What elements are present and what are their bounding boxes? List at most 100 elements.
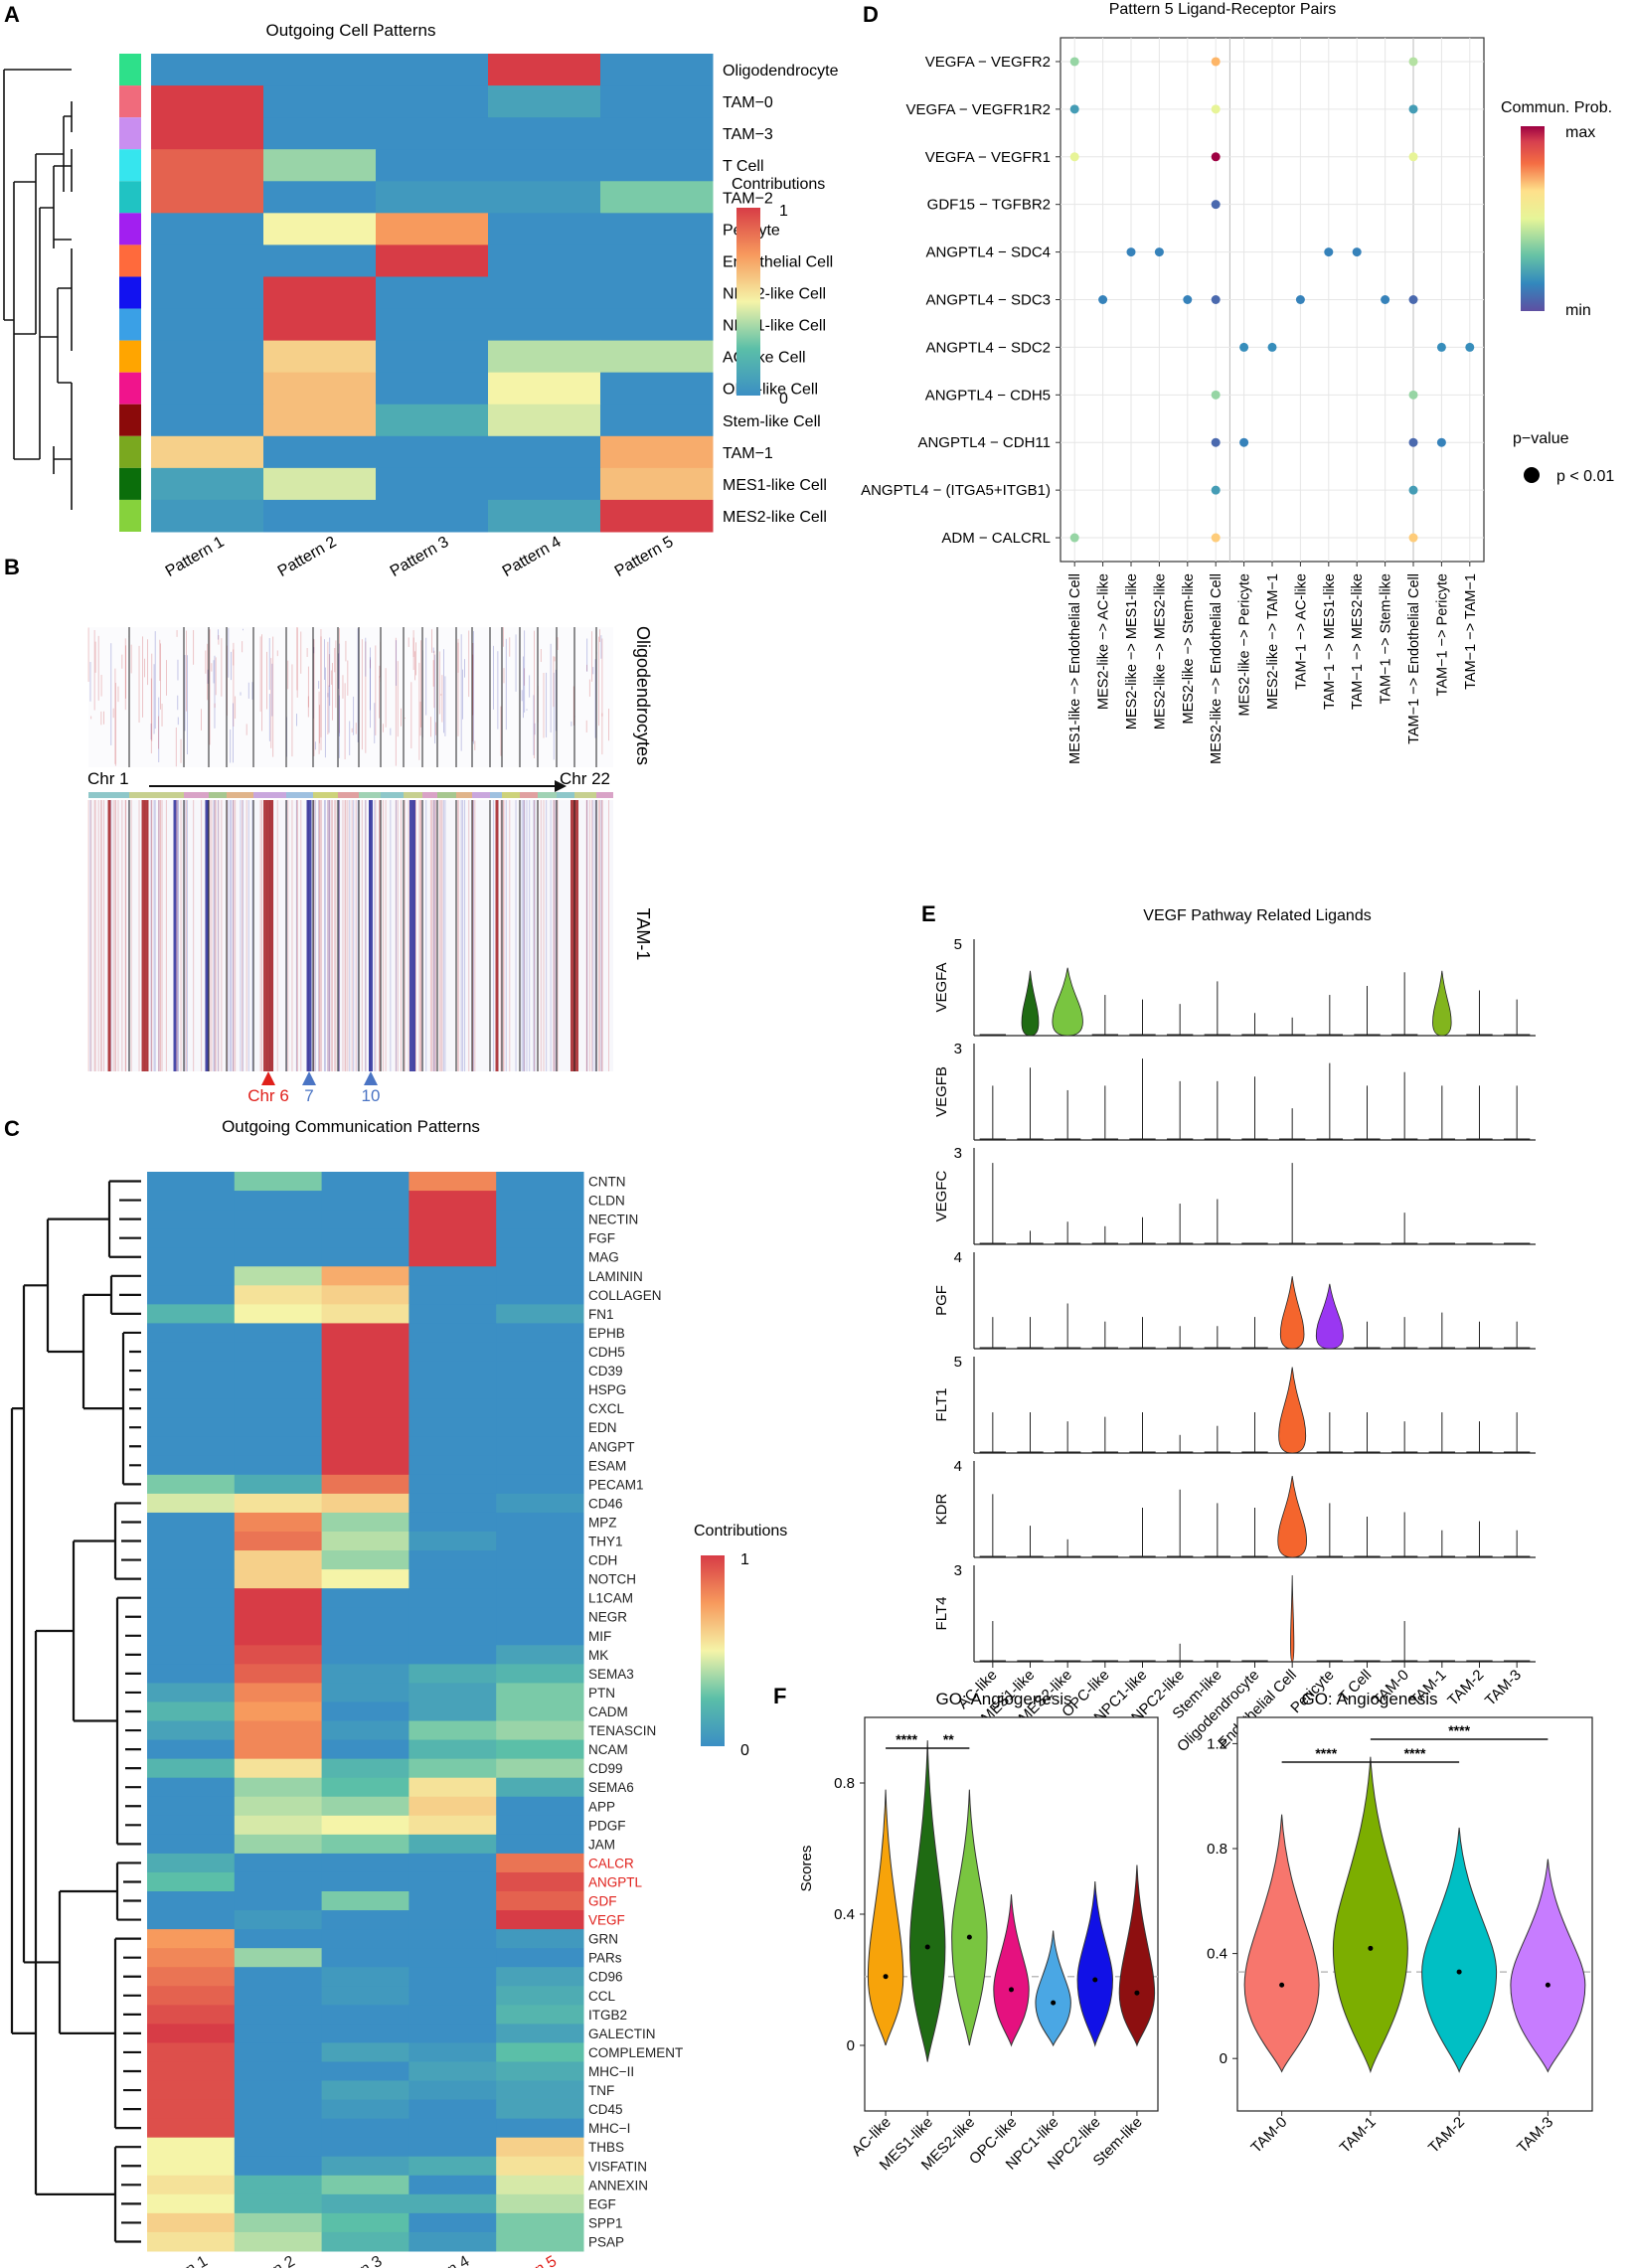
heatmap-cell [151,117,264,150]
median-dot [1456,1969,1462,1975]
median-dot [883,1974,889,1980]
heatmap-cell [234,1191,323,1211]
lr-dot [1408,533,1418,543]
y-max-label: 3 [954,1145,962,1162]
heatmap-cell [321,1834,409,1855]
panel-a-legend-gradient [736,208,760,396]
heatmap-cell [147,1758,236,1779]
row-label: VEGFA − VEGFR2 [925,54,1051,71]
heatmap-cell [408,2061,497,2082]
panel-letter-e: E [921,901,936,926]
heatmap-cell [234,1342,323,1363]
heatmap-cell [376,435,489,469]
cell-label: TAM-2 [1444,1667,1487,1709]
y-tick-label: 0 [1220,2050,1227,2067]
heatmap-cell [151,244,264,277]
column-label: MES2-like −> Pericyte [1237,573,1253,716]
column-label: Pattern 1 [163,534,228,580]
heatmap-cell [147,1871,236,1892]
gene-label: FLT1 [933,1388,950,1422]
gene-label: VEGFB [933,1066,950,1117]
heatmap-cell [600,404,714,437]
row-label: L1CAM [588,1591,633,1606]
chromosome-segment [129,792,184,798]
heatmap-cell [234,1493,323,1514]
row-label: FGF [588,1231,615,1246]
heatmap-cell [147,1986,236,2006]
heatmap-cell [496,2212,584,2233]
column-label: TAM−1 −> Endothelial Cell [1406,573,1422,744]
heatmap-cell [321,2042,409,2062]
heatmap-cell [151,372,264,405]
row-label: CD39 [588,1364,623,1378]
cell-color-swatch [119,308,141,341]
heatmap-cell [600,276,714,310]
heatmap-cell [234,1815,323,1836]
heatmap-cell [321,1853,409,1873]
heatmap-cell [321,1398,409,1419]
cell-color-swatch [119,404,141,436]
heatmap-cell [496,1588,584,1608]
panel-d: D Pattern 5 Ligand-Receptor Pairs VEGFA … [861,1,1614,764]
heatmap-cell [147,2156,236,2177]
heatmap-cell [234,1796,323,1817]
row-label: ANGPTL4 − CDH11 [917,434,1051,451]
heatmap-cell [408,1342,497,1363]
row-label: CXCL [588,1401,625,1416]
heatmap-cell [408,1172,497,1192]
significance-label: ** [943,1731,954,1747]
heatmap-cell [408,2156,497,2177]
heatmap-cell [234,2193,323,2214]
heatmap-cell [321,2118,409,2139]
row-label: ANGPTL4 − SDC2 [926,339,1051,356]
heatmap-cell [408,1910,497,1930]
heatmap-cell [496,1815,584,1836]
lr-dot [1408,485,1418,495]
heatmap-cell [321,1532,409,1551]
violin [1277,1476,1307,1558]
heatmap-cell [488,404,601,437]
heatmap-cell [496,1834,584,1855]
heatmap-cell [496,1436,584,1457]
heatmap-cell [147,2005,236,2025]
lr-dot [1436,437,1446,447]
panel-a-legend-title: Contributions [732,176,825,193]
cell-color-swatch [119,149,141,182]
heatmap-cell [321,1266,409,1286]
heatmap-cell [234,1417,323,1438]
heatmap-cell [496,1493,584,1514]
heatmap-cell [496,1532,584,1551]
row-label: ANGPTL4 − SDC4 [926,244,1051,261]
heatmap-cell [496,1739,584,1760]
heatmap-cell [147,1550,236,1570]
heatmap-cell [321,1474,409,1495]
row-label: CDH5 [588,1345,625,1360]
heatmap-cell [376,85,489,118]
chromosome-segment [253,792,286,798]
lr-dot [1126,247,1136,257]
heatmap-cell [234,1304,323,1324]
heatmap-cell [321,1512,409,1533]
row-label: NOTCH [588,1572,636,1587]
median-dot [1545,1982,1550,1988]
row-label: GRN [588,1932,618,1947]
lr-dot [1408,295,1418,304]
lr-dot [1381,295,1390,304]
x-tick-label: TAM-0 [1247,2114,1290,2157]
heatmap-cell [496,2137,584,2158]
lr-dot [1324,247,1334,257]
heatmap-cell [496,2175,584,2195]
lr-dot [1154,247,1164,257]
row-label: PECAM1 [588,1477,644,1492]
heatmap-cell [376,117,489,150]
heatmap-cell [147,1191,236,1211]
heatmap-cell [408,1210,497,1229]
row-label: MIF [588,1629,611,1644]
y-max-label: 4 [954,1458,962,1475]
lr-dot [1211,57,1221,67]
heatmap-cell [496,1247,584,1267]
row-label: COLLAGEN [588,1288,662,1303]
chromosome-segment [184,792,209,798]
heatmap-cell [263,54,377,86]
violin [1243,1814,1320,2073]
